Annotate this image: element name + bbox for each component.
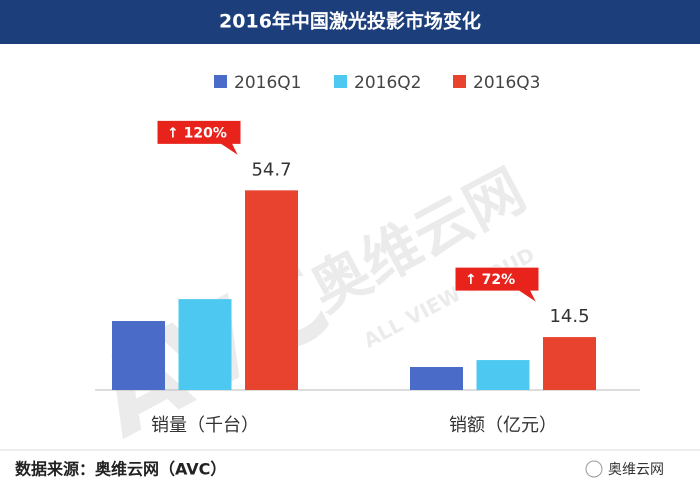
bar — [178, 299, 232, 390]
bar — [410, 367, 463, 390]
data-label: 54.7 — [251, 159, 291, 180]
chart-title: 2016年中国激光投影市场变化 — [219, 10, 481, 33]
legend-label: 2016Q2 — [354, 73, 421, 93]
brand-icon — [585, 460, 603, 478]
bar — [112, 321, 165, 390]
source: 数据来源：奥维云网（AVC） — [15, 460, 226, 479]
legend-swatch — [334, 75, 347, 88]
legend-label: 2016Q1 — [234, 73, 301, 93]
bar — [476, 360, 530, 390]
title-bar — [0, 0, 700, 44]
x-tick-label: 销额（亿元） — [449, 415, 557, 436]
x-tick-label: 销量（千台） — [151, 415, 259, 436]
data-label: 14.5 — [549, 306, 589, 327]
legend-swatch — [453, 75, 466, 88]
legend-label: 2016Q3 — [473, 73, 540, 93]
brand: 奥维云网 — [608, 461, 664, 478]
annotation-callout — [156, 119, 242, 158]
annotation-callout — [454, 266, 540, 305]
bar — [245, 190, 298, 390]
annotation: ↑ 72% — [465, 272, 515, 288]
legend-swatch — [214, 75, 227, 88]
annotation: ↑ 120% — [167, 125, 227, 141]
bar — [543, 337, 596, 390]
